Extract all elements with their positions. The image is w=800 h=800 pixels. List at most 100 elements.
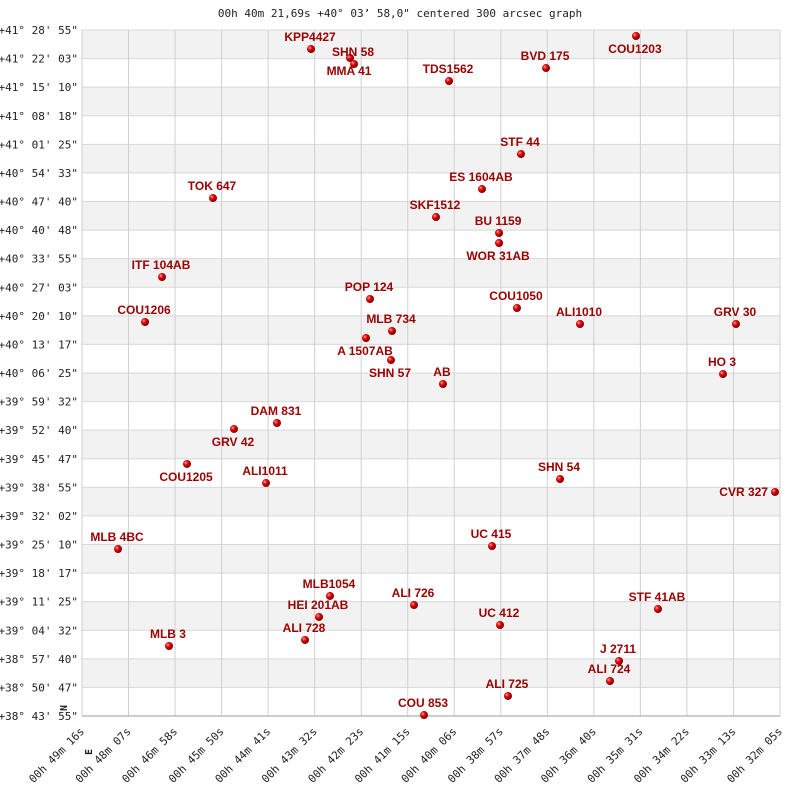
- star-point[interactable]: J 2711: [600, 642, 636, 665]
- star-marker[interactable]: [654, 605, 663, 614]
- star-point[interactable]: COU1206: [117, 303, 171, 326]
- star-marker[interactable]: [495, 238, 504, 247]
- star-marker[interactable]: [114, 544, 123, 553]
- star-marker[interactable]: [718, 370, 727, 379]
- star-point[interactable]: ITF 104AB: [132, 258, 191, 282]
- star-marker[interactable]: [262, 479, 271, 488]
- star-marker[interactable]: [631, 32, 640, 41]
- star-point[interactable]: GRV 42: [212, 424, 255, 449]
- star-point[interactable]: MLB1054: [303, 577, 356, 600]
- star-marker[interactable]: [503, 691, 512, 700]
- star-point[interactable]: ALI1011: [242, 464, 288, 488]
- star-marker[interactable]: [495, 229, 504, 238]
- plot-band: [82, 658, 780, 688]
- star-label: SHN 57: [369, 366, 411, 380]
- star-point[interactable]: POP 124: [345, 280, 394, 303]
- star-label: AB: [433, 365, 451, 379]
- star-point[interactable]: BU 1159: [475, 214, 522, 238]
- star-marker[interactable]: [325, 591, 334, 600]
- star-point[interactable]: ES 1604AB: [449, 170, 513, 194]
- star-label: ITF 104AB: [132, 258, 191, 272]
- star-marker[interactable]: [477, 185, 486, 194]
- star-marker[interactable]: [301, 635, 310, 644]
- plot-band: [82, 544, 780, 574]
- y-tick-label: +40° 33' 55": [0, 253, 78, 266]
- star-point[interactable]: BVD 175: [521, 49, 570, 73]
- star-point[interactable]: SHN 57: [369, 356, 411, 380]
- star-marker[interactable]: [346, 53, 355, 62]
- star-marker[interactable]: [386, 356, 395, 365]
- star-point[interactable]: UC 412: [479, 606, 520, 629]
- star-point[interactable]: ALI 724: [588, 662, 631, 686]
- star-point[interactable]: AB: [433, 365, 451, 389]
- star-point[interactable]: MLB 4BC: [90, 530, 144, 553]
- star-point[interactable]: SKF1512: [410, 198, 461, 222]
- star-marker[interactable]: [183, 459, 192, 468]
- star-marker[interactable]: [141, 317, 150, 326]
- star-marker[interactable]: [576, 320, 585, 329]
- star-marker[interactable]: [516, 150, 525, 159]
- star-marker[interactable]: [350, 60, 359, 69]
- star-label: BU 1159: [475, 214, 522, 228]
- star-point[interactable]: SHN 54: [538, 460, 580, 484]
- star-marker[interactable]: [164, 642, 173, 651]
- star-point[interactable]: SHN 58: [332, 45, 374, 69]
- star-marker[interactable]: [495, 620, 504, 629]
- star-point[interactable]: COU1050: [489, 289, 543, 312]
- star-point[interactable]: COU 853: [398, 696, 448, 720]
- star-point[interactable]: A 1507AB: [337, 334, 393, 358]
- y-tick-label: +39° 38' 55": [0, 481, 78, 494]
- star-point[interactable]: MMA 41: [327, 53, 372, 78]
- star-point[interactable]: STF 44: [500, 135, 540, 159]
- star-marker[interactable]: [410, 600, 419, 609]
- star-marker[interactable]: [432, 213, 441, 222]
- star-marker[interactable]: [362, 334, 371, 343]
- star-point[interactable]: DAM 831: [251, 404, 302, 428]
- star-marker[interactable]: [158, 273, 167, 282]
- star-point[interactable]: MLB 734: [366, 312, 416, 335]
- star-point[interactable]: ALI 728: [283, 621, 326, 644]
- star-point[interactable]: TDS1562: [423, 62, 474, 85]
- star-marker[interactable]: [731, 320, 740, 329]
- star-marker[interactable]: [272, 419, 281, 428]
- star-marker[interactable]: [366, 294, 375, 303]
- star-marker[interactable]: [615, 656, 624, 665]
- star-point[interactable]: CVR 327: [719, 485, 779, 499]
- star-marker[interactable]: [438, 380, 447, 389]
- star-marker[interactable]: [445, 76, 454, 85]
- star-point[interactable]: COU1205: [159, 459, 213, 484]
- star-marker[interactable]: [512, 303, 521, 312]
- star-marker[interactable]: [487, 542, 496, 551]
- star-marker[interactable]: [388, 326, 397, 335]
- star-point[interactable]: COU1203: [608, 32, 662, 56]
- star-marker[interactable]: [542, 64, 551, 73]
- star-marker[interactable]: [606, 677, 615, 686]
- star-label: SHN 54: [538, 460, 580, 474]
- star-point[interactable]: STF 41AB: [629, 590, 686, 614]
- y-tick-label: +40° 13' 17": [0, 338, 78, 351]
- star-point[interactable]: MLB 3: [150, 627, 186, 651]
- star-label: ALI 728: [283, 621, 326, 635]
- star-label: BVD 175: [521, 49, 570, 63]
- star-marker[interactable]: [420, 711, 429, 720]
- star-label: MLB 3: [150, 627, 186, 641]
- star-marker[interactable]: [307, 45, 316, 54]
- star-point[interactable]: UC 415: [471, 527, 512, 551]
- star-point[interactable]: KPP4427: [284, 30, 336, 54]
- star-marker[interactable]: [770, 487, 779, 496]
- star-point[interactable]: HO 3: [708, 355, 736, 379]
- star-marker[interactable]: [209, 194, 218, 203]
- star-point[interactable]: TOK 647: [188, 179, 237, 203]
- star-label: DAM 831: [251, 404, 302, 418]
- star-point[interactable]: ALI 726: [392, 586, 435, 609]
- star-point[interactable]: GRV 30: [714, 305, 757, 329]
- star-marker[interactable]: [556, 475, 565, 484]
- star-point[interactable]: ALI 725: [486, 677, 529, 700]
- plot-band: [82, 258, 780, 288]
- star-point[interactable]: HEI 201AB: [288, 598, 349, 621]
- star-marker[interactable]: [229, 424, 238, 433]
- star-point[interactable]: WOR 31AB: [466, 238, 530, 263]
- star-marker[interactable]: [315, 612, 324, 621]
- star-point[interactable]: ALI1010: [556, 305, 602, 329]
